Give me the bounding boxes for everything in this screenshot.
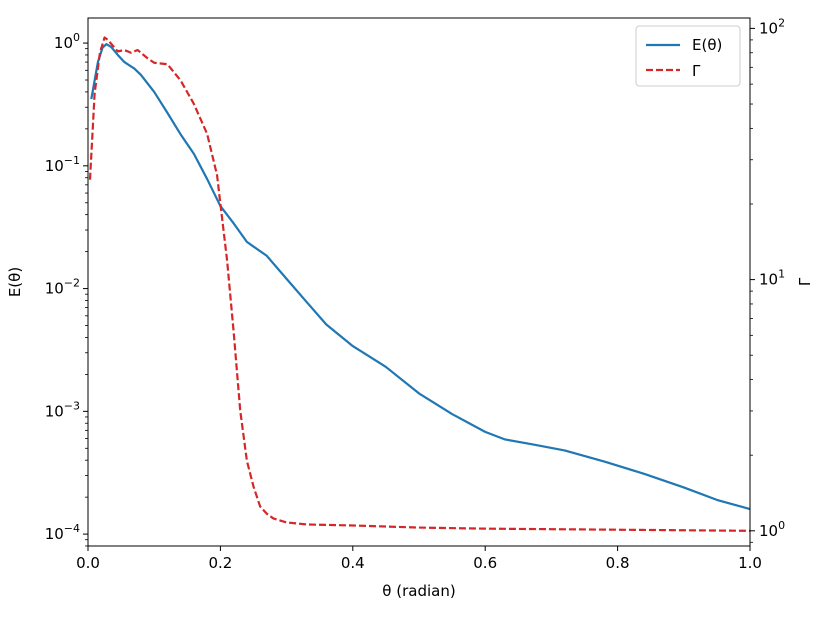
- series-line-e-theta: [90, 43, 751, 511]
- left-y-axis-label: E(θ): [6, 267, 24, 297]
- series-line-gamma: [88, 36, 751, 532]
- x-tick-label: 0.4: [341, 554, 365, 572]
- right-y-tick-label: 102: [759, 16, 785, 37]
- left-y-tick-label: 100: [54, 31, 80, 52]
- x-tick-label: 0.6: [473, 554, 497, 572]
- legend-label-gamma: Γ: [692, 62, 701, 80]
- x-tick-label: 0.2: [208, 554, 232, 572]
- plot-frame: [87, 17, 751, 547]
- left-y-tick-label: 10−1: [45, 154, 80, 175]
- x-tick-label: 0.0: [76, 554, 100, 572]
- left-y-tick-label: 10−2: [45, 277, 80, 298]
- x-tick-label: 0.8: [606, 554, 630, 572]
- x-tick-label: 1.0: [738, 554, 762, 572]
- right-y-tick-label: 101: [759, 268, 785, 289]
- legend-box: [635, 25, 741, 87]
- left-y-tick-label: 10−4: [45, 522, 80, 543]
- right-y-axis-label: Γ: [796, 277, 814, 286]
- left-y-tick-label: 10−3: [45, 399, 80, 420]
- right-y-tick-label: 100: [759, 519, 785, 540]
- legend-label-e-theta: E(θ): [692, 36, 722, 54]
- legend: E(θ) Γ: [635, 25, 741, 87]
- x-axis-label: θ (radian): [382, 582, 455, 600]
